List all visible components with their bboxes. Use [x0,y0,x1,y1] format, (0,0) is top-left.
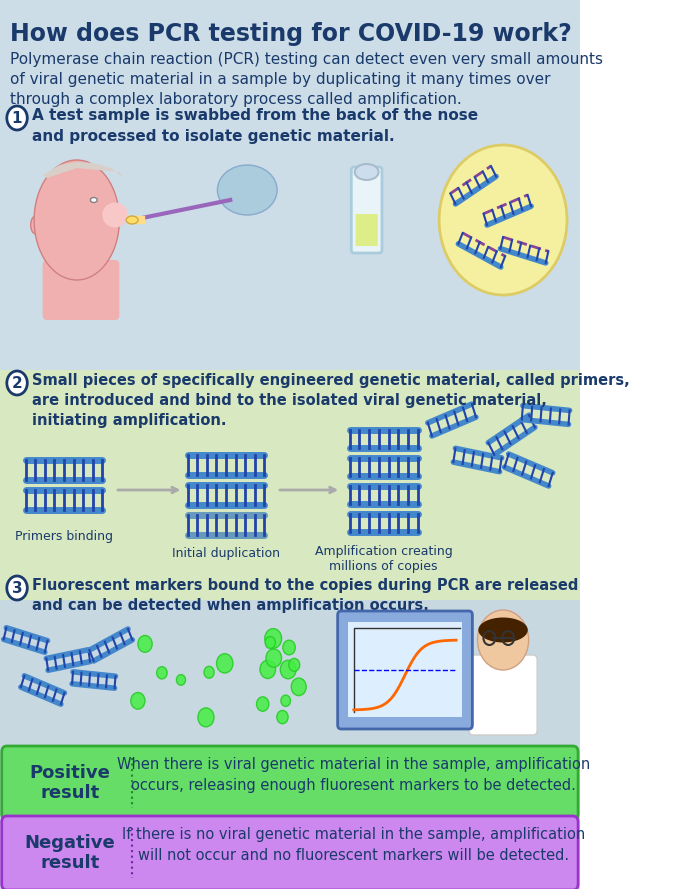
FancyBboxPatch shape [0,600,580,750]
Ellipse shape [126,216,138,224]
Text: 3: 3 [12,581,22,596]
Circle shape [198,708,214,727]
Ellipse shape [31,216,41,234]
FancyBboxPatch shape [352,167,382,253]
Ellipse shape [218,165,277,215]
Text: Negative
result: Negative result [24,834,116,872]
Circle shape [265,629,282,648]
FancyBboxPatch shape [338,611,473,729]
Text: How does PCR testing for COVID-19 work?: How does PCR testing for COVID-19 work? [10,22,572,46]
Polygon shape [43,162,124,178]
Circle shape [131,693,145,709]
Circle shape [289,659,300,671]
Ellipse shape [34,160,120,280]
Text: If there is no viral genetic material in the sample, amplification
will not occu: If there is no viral genetic material in… [122,827,585,863]
Circle shape [176,675,186,685]
Text: A test sample is swabbed from the back of the nose
and processed to isolate gene: A test sample is swabbed from the back o… [33,108,479,144]
FancyBboxPatch shape [469,655,537,735]
Circle shape [204,667,214,678]
Text: Initial duplication: Initial duplication [172,547,280,560]
Text: Small pieces of specifically engineered genetic material, called primers,
are in: Small pieces of specifically engineered … [33,373,630,428]
Text: Primers binding: Primers binding [15,530,113,543]
FancyBboxPatch shape [348,622,462,717]
FancyBboxPatch shape [0,370,580,740]
Circle shape [7,371,27,395]
Text: When there is viral genetic material in the sample, amplification
occurs, releas: When there is viral genetic material in … [117,757,590,793]
Ellipse shape [478,618,528,643]
Circle shape [266,649,282,668]
Circle shape [7,106,27,130]
Circle shape [280,661,296,679]
Text: Polymerase chain reaction (PCR) testing can detect even very small amounts
of vi: Polymerase chain reaction (PCR) testing … [10,52,603,107]
Circle shape [7,576,27,600]
FancyBboxPatch shape [0,0,580,889]
FancyBboxPatch shape [43,260,120,320]
Circle shape [283,640,295,655]
Circle shape [260,661,275,678]
Ellipse shape [90,197,97,203]
FancyBboxPatch shape [2,816,578,889]
Text: Positive
result: Positive result [29,764,110,803]
Circle shape [439,145,567,295]
Ellipse shape [102,203,128,228]
FancyBboxPatch shape [2,746,578,820]
Circle shape [256,697,269,711]
Circle shape [281,695,290,707]
Circle shape [477,610,528,670]
FancyBboxPatch shape [356,214,377,246]
Text: Amplification creating
millions of copies: Amplification creating millions of copie… [315,545,453,573]
Circle shape [156,667,167,679]
Circle shape [291,678,306,695]
Circle shape [138,636,152,653]
Circle shape [216,653,233,673]
Ellipse shape [355,164,379,180]
Circle shape [265,637,275,649]
Text: Fluorescent markers bound to the copies during PCR are released
and can be detec: Fluorescent markers bound to the copies … [33,578,579,613]
Circle shape [277,710,288,724]
Text: 1: 1 [12,110,22,125]
Text: 2: 2 [12,375,22,390]
